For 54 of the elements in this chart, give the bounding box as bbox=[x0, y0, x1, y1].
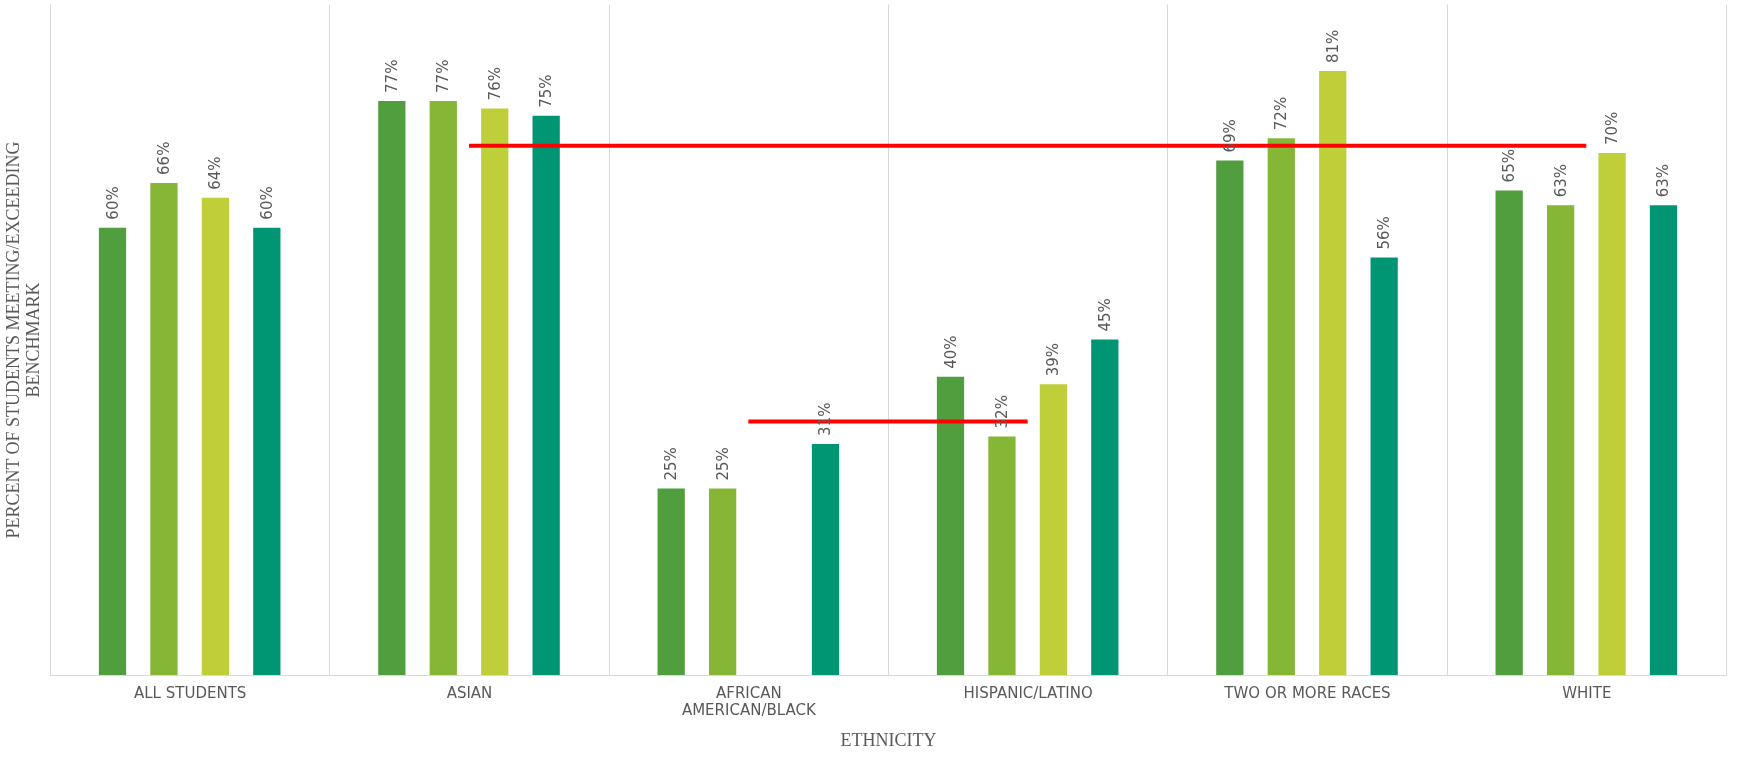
data-label: 39% bbox=[1044, 342, 1063, 377]
bar bbox=[1546, 205, 1575, 675]
data-label: 45% bbox=[1095, 298, 1114, 332]
bar bbox=[1649, 205, 1678, 675]
x-tick-label: HISPANIC/LATINO bbox=[963, 683, 1093, 702]
data-label: 77% bbox=[382, 59, 401, 93]
x-tick-label: ASIAN bbox=[446, 683, 493, 702]
data-label: 75% bbox=[537, 74, 556, 108]
data-label: 63% bbox=[1551, 163, 1570, 198]
data-label: 25% bbox=[713, 447, 732, 481]
data-label: 60% bbox=[103, 186, 122, 220]
data-label: 31% bbox=[816, 402, 835, 436]
bar bbox=[532, 115, 560, 675]
bar bbox=[936, 376, 965, 675]
data-label: 64% bbox=[206, 156, 225, 190]
bar bbox=[378, 100, 406, 675]
bar bbox=[1267, 138, 1295, 675]
bar bbox=[1039, 384, 1068, 675]
data-label: 25% bbox=[662, 447, 681, 481]
data-label: 77% bbox=[434, 59, 453, 93]
bar bbox=[429, 100, 457, 675]
x-tick-label: AFRICAN AMERICAN/BLACK bbox=[681, 683, 817, 719]
bar bbox=[988, 436, 1016, 675]
bar bbox=[201, 197, 230, 675]
data-label: 32% bbox=[992, 395, 1011, 429]
data-label: 72% bbox=[1272, 96, 1291, 131]
data-label: 66% bbox=[154, 141, 173, 175]
bar bbox=[481, 108, 509, 675]
bar bbox=[98, 227, 127, 675]
data-label: 65% bbox=[1500, 149, 1519, 183]
data-label: 69% bbox=[1220, 119, 1239, 153]
x-tick-label: ALL STUDENTS bbox=[133, 683, 247, 702]
data-label: 81% bbox=[1323, 29, 1342, 64]
bar bbox=[1216, 160, 1244, 675]
bar bbox=[1495, 190, 1523, 675]
bar bbox=[1370, 257, 1398, 675]
y-axis-title: PERCENT OF STUDENTS MEETING/EXCEEDING BENCHMARK bbox=[2, 141, 43, 539]
x-tick-label: WHITE bbox=[1562, 683, 1612, 702]
bar bbox=[1319, 71, 1347, 675]
data-label: 63% bbox=[1654, 163, 1673, 198]
bar bbox=[657, 488, 685, 675]
bar bbox=[1598, 153, 1626, 675]
bar bbox=[811, 443, 840, 675]
bar bbox=[150, 182, 178, 675]
data-label: 56% bbox=[1375, 216, 1394, 250]
bar bbox=[1091, 339, 1119, 675]
bar bbox=[253, 227, 281, 675]
data-label: 40% bbox=[941, 335, 960, 369]
data-label: 60% bbox=[257, 186, 276, 220]
x-tick-label: TWO OR MORE RACES bbox=[1223, 683, 1391, 702]
data-label: 70% bbox=[1603, 111, 1622, 146]
x-axis-title: ETHNICITY bbox=[840, 729, 937, 750]
data-label: 76% bbox=[485, 67, 504, 101]
bar bbox=[708, 488, 737, 675]
